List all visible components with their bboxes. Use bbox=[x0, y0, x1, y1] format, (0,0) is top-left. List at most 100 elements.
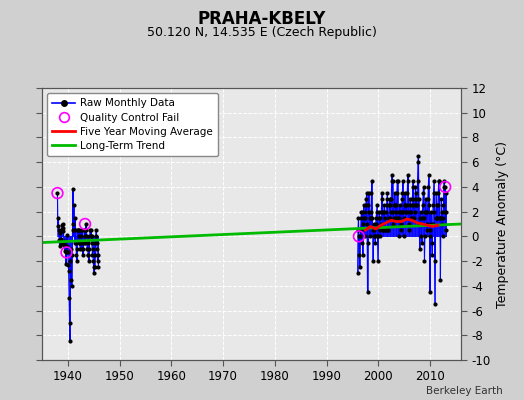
Point bbox=[86, 233, 95, 240]
Point bbox=[356, 264, 364, 270]
Point bbox=[383, 202, 391, 209]
Point bbox=[68, 283, 76, 289]
Point bbox=[53, 223, 62, 230]
Point bbox=[375, 215, 384, 221]
Point bbox=[435, 178, 443, 184]
Point bbox=[398, 190, 407, 196]
Point bbox=[63, 243, 72, 250]
Point bbox=[63, 232, 71, 238]
Point bbox=[75, 227, 83, 233]
Point bbox=[422, 221, 431, 227]
Point bbox=[434, 178, 443, 184]
Point bbox=[71, 227, 80, 233]
Point bbox=[383, 190, 391, 196]
Point bbox=[381, 227, 389, 233]
Point bbox=[86, 227, 94, 233]
Point bbox=[414, 196, 423, 202]
Point bbox=[91, 252, 99, 258]
Point bbox=[421, 208, 430, 215]
Point bbox=[417, 221, 425, 227]
Point bbox=[56, 243, 64, 250]
Point bbox=[422, 208, 430, 215]
Point bbox=[59, 228, 68, 235]
Point bbox=[400, 202, 409, 209]
Point bbox=[438, 221, 446, 227]
Point bbox=[407, 208, 415, 215]
Point bbox=[417, 233, 425, 240]
Point bbox=[436, 215, 444, 221]
Point bbox=[421, 233, 429, 240]
Point bbox=[92, 227, 101, 233]
Point bbox=[413, 178, 422, 184]
Point bbox=[362, 196, 370, 202]
Point bbox=[64, 262, 72, 268]
Point bbox=[61, 238, 69, 244]
Point bbox=[59, 221, 67, 227]
Point bbox=[94, 264, 103, 270]
Point bbox=[399, 208, 408, 215]
Point bbox=[409, 184, 417, 190]
Point bbox=[425, 233, 434, 240]
Point bbox=[61, 248, 69, 254]
Point bbox=[397, 227, 406, 233]
Point bbox=[88, 239, 96, 246]
Point bbox=[79, 252, 87, 258]
Point bbox=[79, 246, 88, 252]
Point bbox=[74, 227, 82, 233]
Point bbox=[409, 202, 418, 209]
Point bbox=[442, 190, 451, 196]
Point bbox=[364, 202, 373, 209]
Point bbox=[390, 190, 399, 196]
Point bbox=[390, 202, 398, 209]
Point bbox=[439, 233, 447, 240]
Point bbox=[388, 171, 396, 178]
Point bbox=[379, 227, 387, 233]
Point bbox=[63, 249, 72, 256]
Point bbox=[93, 246, 101, 252]
Point bbox=[411, 184, 420, 190]
Point bbox=[390, 215, 398, 221]
Point bbox=[397, 221, 405, 227]
Point bbox=[58, 226, 66, 232]
Point bbox=[411, 196, 419, 202]
Point bbox=[403, 178, 412, 184]
Point bbox=[78, 246, 86, 252]
Point bbox=[54, 227, 63, 233]
Point bbox=[385, 202, 394, 209]
Point bbox=[430, 178, 438, 184]
Point bbox=[73, 258, 81, 264]
Point bbox=[419, 184, 428, 190]
Point bbox=[376, 233, 385, 240]
Point bbox=[431, 301, 439, 308]
Point bbox=[422, 196, 430, 202]
Point bbox=[405, 227, 413, 233]
Point bbox=[442, 208, 450, 215]
Point bbox=[374, 233, 383, 240]
Point bbox=[66, 320, 74, 326]
Point bbox=[401, 190, 409, 196]
Point bbox=[384, 227, 392, 233]
Point bbox=[76, 246, 84, 252]
Point bbox=[356, 227, 365, 233]
Point bbox=[378, 196, 386, 202]
Point bbox=[355, 233, 363, 240]
Point bbox=[361, 208, 369, 215]
Point bbox=[363, 221, 372, 227]
Point bbox=[83, 239, 92, 246]
Point bbox=[404, 171, 412, 178]
Point bbox=[419, 190, 428, 196]
Point bbox=[439, 215, 447, 221]
Point bbox=[368, 227, 377, 233]
Point bbox=[435, 215, 444, 221]
Point bbox=[91, 239, 100, 246]
Point bbox=[53, 190, 62, 196]
Point bbox=[70, 202, 78, 209]
Point bbox=[366, 215, 375, 221]
Point bbox=[425, 202, 433, 209]
Point bbox=[436, 215, 445, 221]
Point bbox=[439, 202, 447, 209]
Point bbox=[401, 202, 410, 209]
Point bbox=[378, 190, 386, 196]
Point bbox=[424, 171, 433, 178]
Point bbox=[416, 246, 424, 252]
